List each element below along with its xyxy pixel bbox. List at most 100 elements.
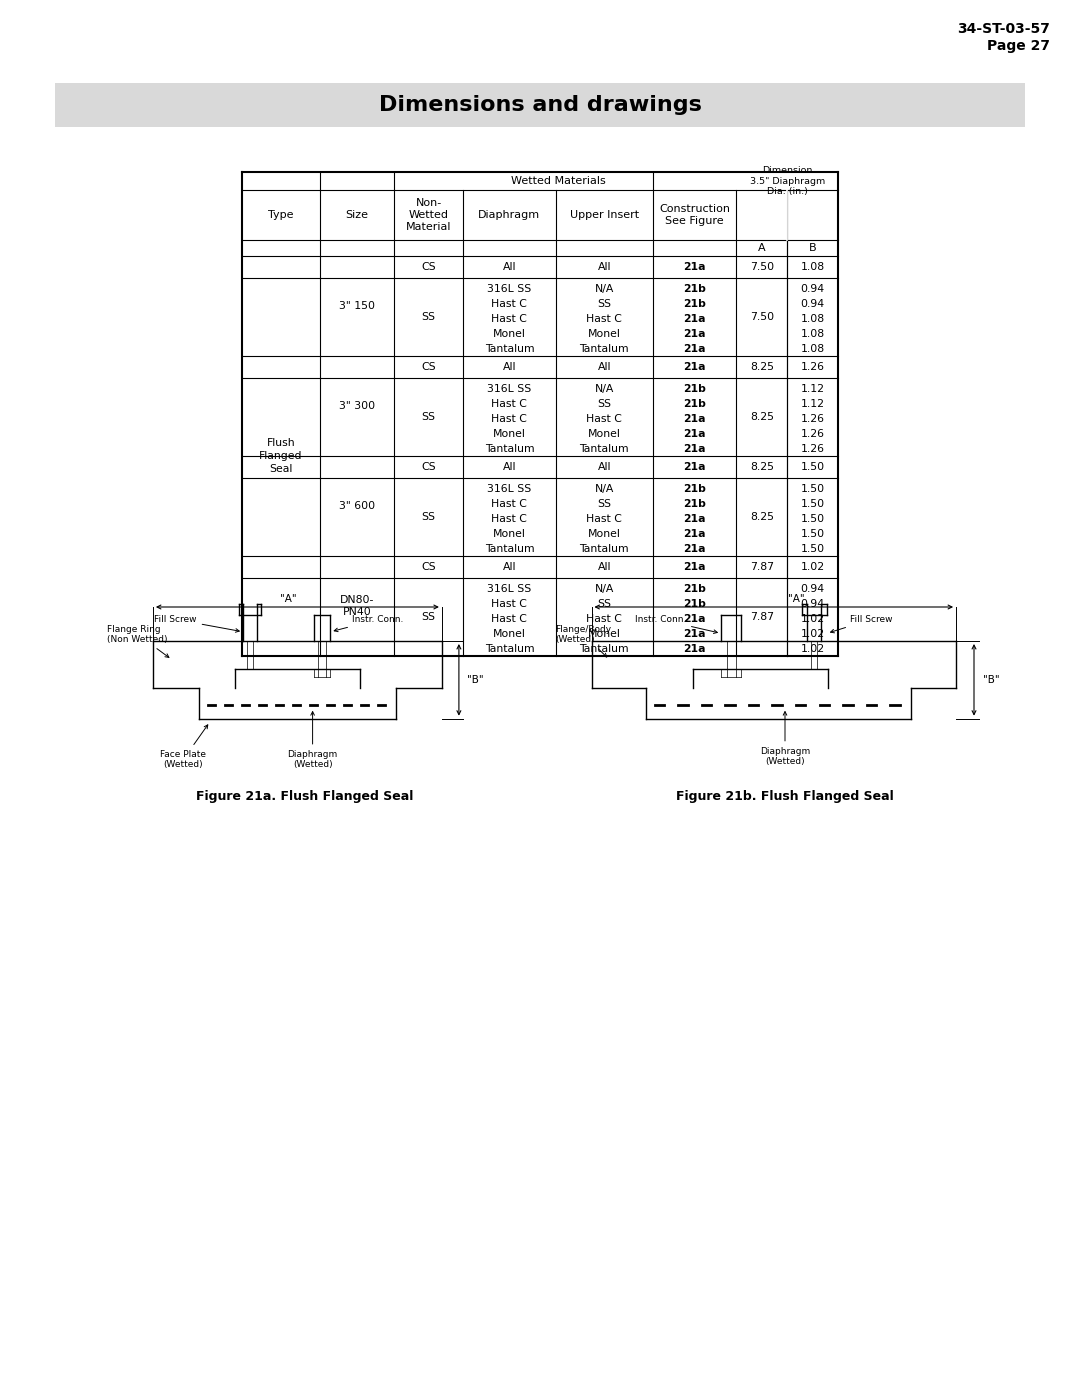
Text: 316L SS: 316L SS [487,485,531,495]
Text: 3" 600: 3" 600 [339,502,375,511]
Text: Monel: Monel [492,529,526,539]
Text: All: All [597,263,611,272]
Text: SS: SS [421,412,435,422]
Text: 1.12: 1.12 [800,400,825,409]
Text: 21b: 21b [684,599,706,609]
Text: 7.50: 7.50 [750,263,774,272]
Text: SS: SS [597,400,611,409]
Text: 1.08: 1.08 [800,344,825,355]
Text: Wetted Materials: Wetted Materials [511,176,605,186]
Text: SS: SS [421,511,435,522]
Text: 7.87: 7.87 [750,562,773,571]
Text: All: All [502,562,516,571]
Text: Diaphragm
(Wetted): Diaphragm (Wetted) [287,711,338,768]
Text: 1.02: 1.02 [800,629,825,640]
Text: Monel: Monel [588,529,621,539]
Text: 21a: 21a [684,362,706,372]
Text: 21b: 21b [684,299,706,309]
Text: Non-
Wetted
Material: Non- Wetted Material [406,197,451,232]
Text: N/A: N/A [595,485,613,495]
Text: 21a: 21a [684,330,706,339]
Text: 21a: 21a [684,415,706,425]
Text: 1.50: 1.50 [800,499,825,510]
Text: Dimensions and drawings: Dimensions and drawings [379,95,701,115]
Text: 21a: 21a [684,444,706,454]
Text: SS: SS [597,299,611,309]
Text: Flange/Body
(Wetted): Flange/Body (Wetted) [555,624,611,657]
Text: 21a: 21a [684,629,706,640]
Text: Tantalum: Tantalum [579,344,629,355]
Text: Construction
See Figure: Construction See Figure [659,204,730,226]
Text: CS: CS [421,362,436,372]
Text: Instr. Conn.: Instr. Conn. [334,615,404,631]
Text: Hast C: Hast C [491,299,527,309]
Text: Figure 21a. Flush Flanged Seal: Figure 21a. Flush Flanged Seal [197,789,414,803]
Text: 1.26: 1.26 [800,429,825,439]
Text: 1.08: 1.08 [800,263,825,272]
Bar [242,172,838,657]
Text: Tantalum: Tantalum [485,444,535,454]
Text: Dimension
3.5" Diaphragm
Dia. (in.): Dimension 3.5" Diaphragm Dia. (in.) [750,166,825,196]
Text: 7.87: 7.87 [750,612,773,622]
Text: 316L SS: 316L SS [487,384,531,394]
Text: 1.50: 1.50 [800,514,825,524]
Text: Hast C: Hast C [491,599,527,609]
Text: Size: Size [346,210,368,219]
Text: Tantalum: Tantalum [485,644,535,654]
Text: Diaphragm
(Wetted): Diaphragm (Wetted) [760,711,810,766]
Text: All: All [502,362,516,372]
Text: Hast C: Hast C [586,615,622,624]
Text: DN80-
PN40: DN80- PN40 [340,595,374,617]
Text: Hast C: Hast C [491,514,527,524]
Text: SS: SS [597,499,611,510]
Text: 21b: 21b [684,384,706,394]
Text: Hast C: Hast C [586,514,622,524]
Text: 0.94: 0.94 [800,599,825,609]
Text: 21a: 21a [684,314,706,324]
Text: 21a: 21a [684,344,706,355]
Text: Monel: Monel [588,429,621,439]
Text: All: All [502,263,516,272]
Text: 1.50: 1.50 [800,529,825,539]
Text: All: All [502,462,516,472]
Text: "B": "B" [983,675,1000,685]
Text: 34-ST-03-57: 34-ST-03-57 [957,22,1050,36]
Text: CS: CS [421,263,436,272]
Text: Hast C: Hast C [491,499,527,510]
Text: Diaphragm: Diaphragm [478,210,540,219]
Text: 8.25: 8.25 [750,462,773,472]
Text: 0.94: 0.94 [800,584,825,594]
Text: N/A: N/A [595,384,613,394]
Text: SS: SS [421,612,435,622]
Text: 1.02: 1.02 [800,644,825,654]
Text: Monel: Monel [492,629,526,640]
Text: Monel: Monel [588,330,621,339]
Text: 21b: 21b [684,284,706,295]
Text: 3" 150: 3" 150 [339,300,375,312]
Text: 21a: 21a [684,644,706,654]
Text: 21a: 21a [684,263,706,272]
Text: 21a: 21a [684,615,706,624]
Text: Page 27: Page 27 [987,39,1050,53]
Text: N/A: N/A [595,584,613,594]
Text: "A": "A" [280,594,296,604]
Text: Hast C: Hast C [491,415,527,425]
Text: Figure 21b. Flush Flanged Seal: Figure 21b. Flush Flanged Seal [676,789,894,803]
Text: Hast C: Hast C [491,314,527,324]
Text: Fill Screw: Fill Screw [831,615,893,633]
Text: 1.12: 1.12 [800,384,825,394]
Text: 1.26: 1.26 [800,444,825,454]
Text: Upper Insert: Upper Insert [569,210,638,219]
Text: 7.50: 7.50 [750,312,774,321]
Text: 8.25: 8.25 [750,511,773,522]
Text: 0.94: 0.94 [800,284,825,295]
Text: 1.02: 1.02 [800,562,825,571]
Text: 21b: 21b [684,584,706,594]
Text: Hast C: Hast C [586,314,622,324]
Text: Hast C: Hast C [586,415,622,425]
Text: 1.50: 1.50 [800,545,825,555]
Text: All: All [597,362,611,372]
Text: Fill Screw: Fill Screw [154,615,240,633]
Text: A: A [758,243,766,253]
Text: Face Plate
(Wetted): Face Plate (Wetted) [161,725,207,768]
